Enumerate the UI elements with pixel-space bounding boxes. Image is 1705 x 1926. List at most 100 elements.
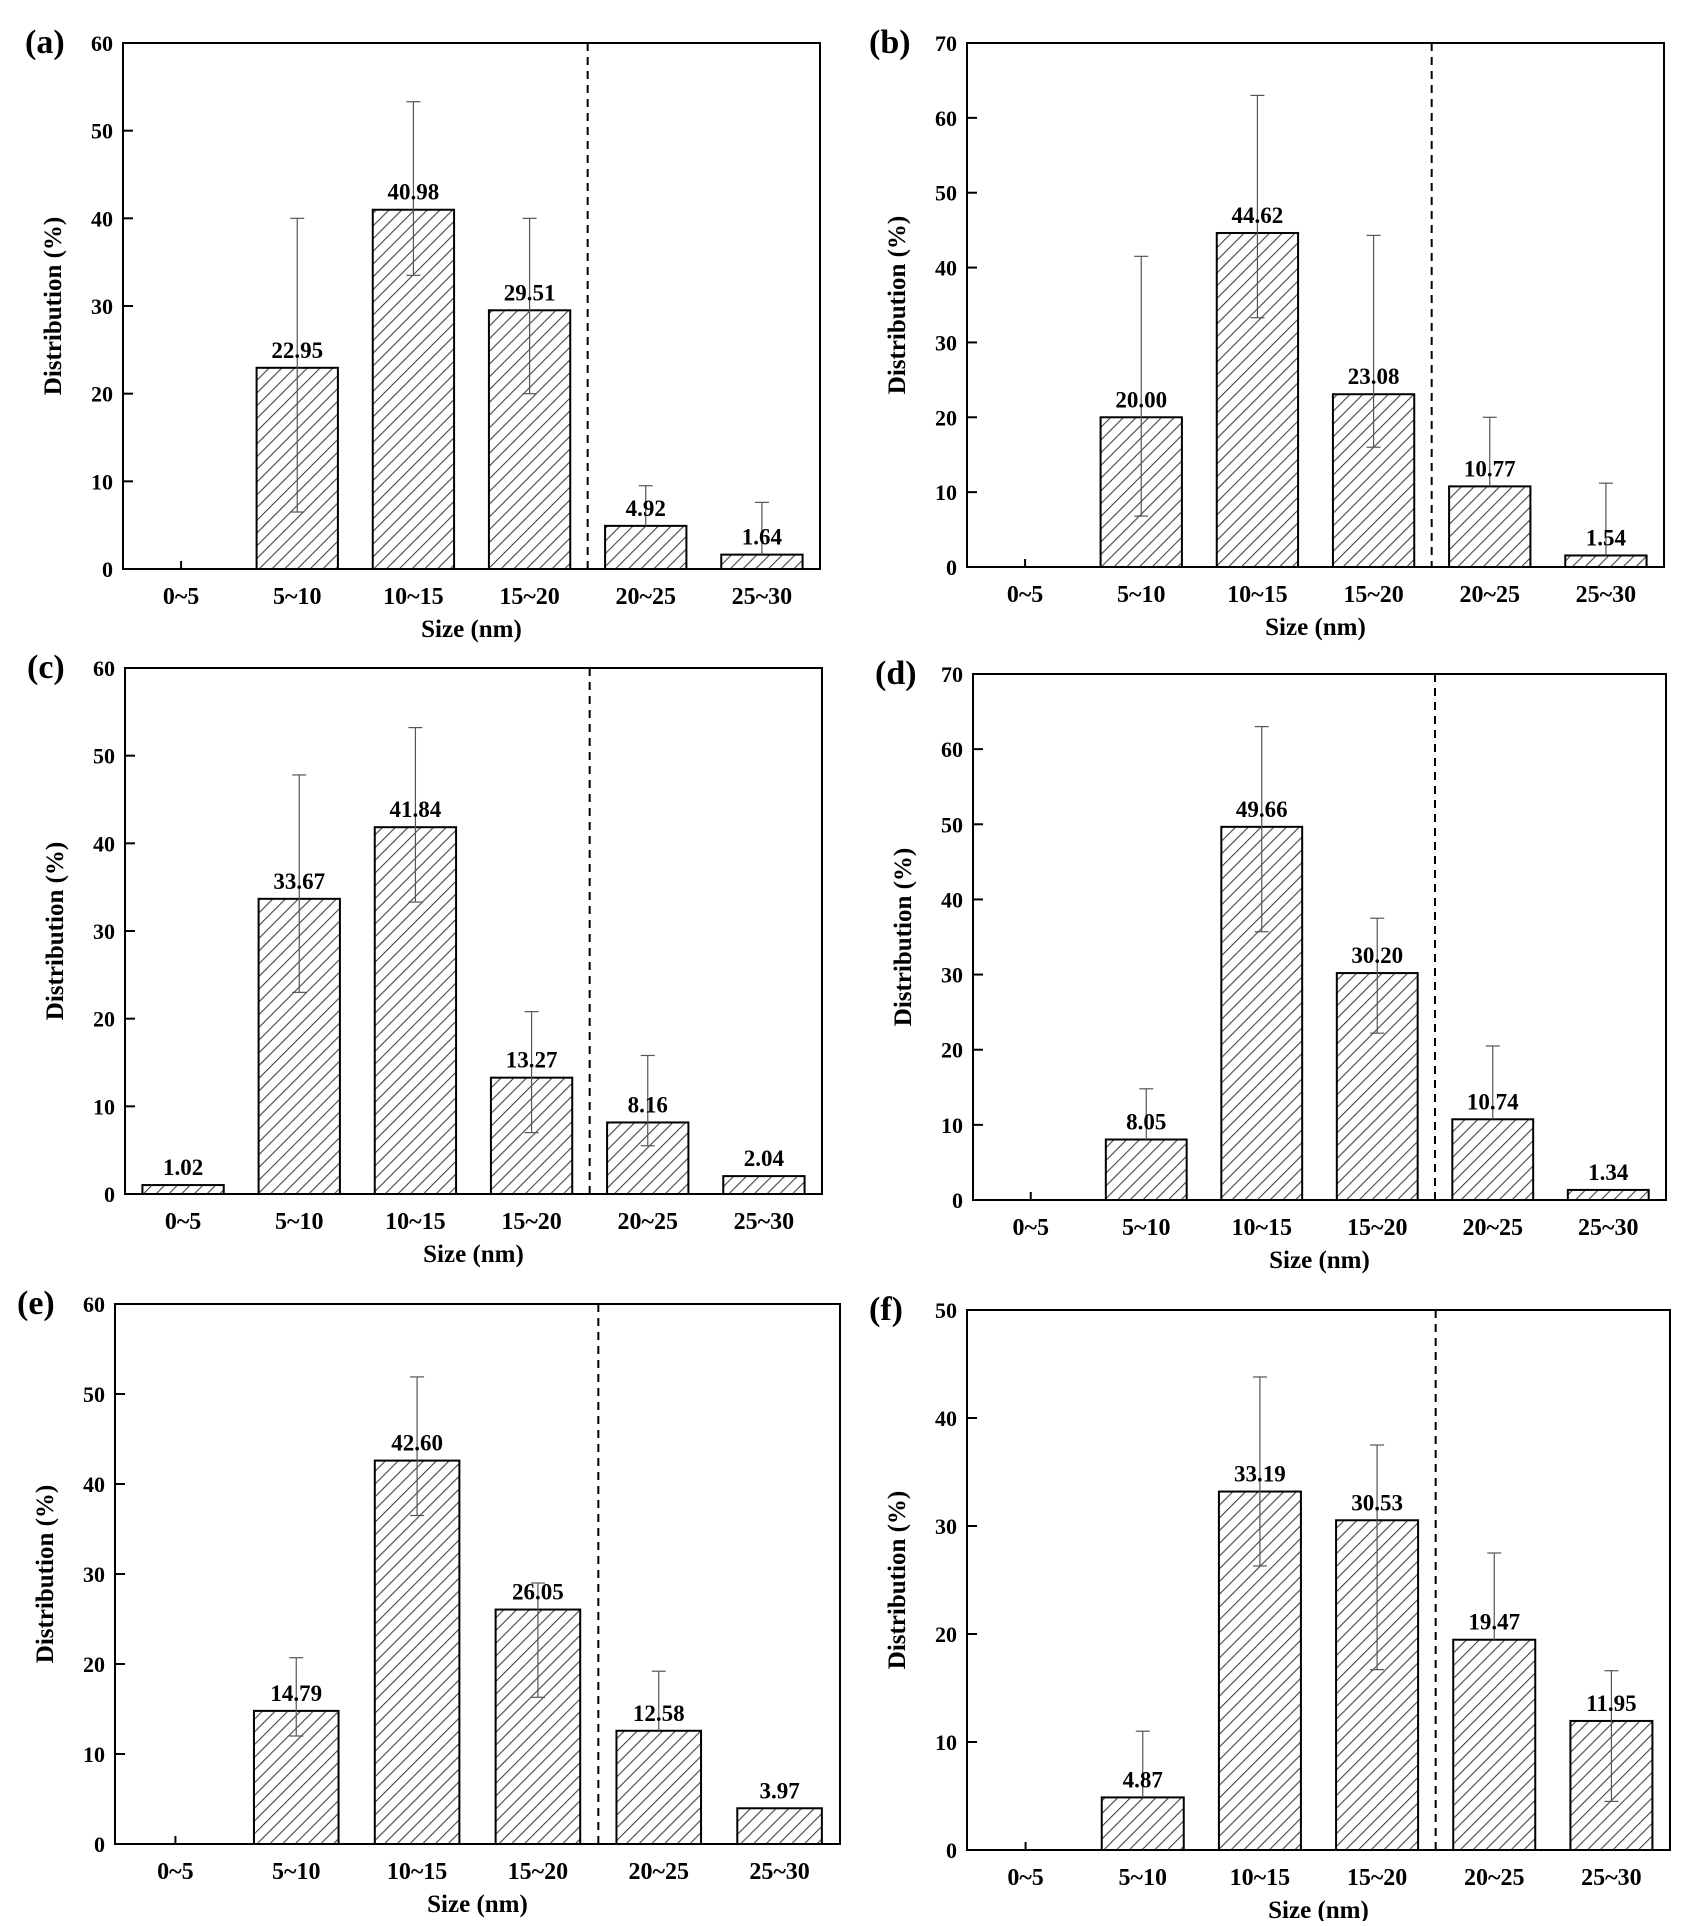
x-axis-title: Size (nm) [427, 1891, 528, 1918]
y-tick-label: 30 [91, 294, 113, 319]
y-axis-title: Distribution (%) [884, 216, 911, 394]
y-tick-label: 70 [935, 31, 957, 56]
bar-value-label: 20.00 [1115, 387, 1167, 412]
y-tick-label: 0 [94, 1832, 105, 1857]
bar [736, 1807, 823, 1846]
x-tick-label: 15~20 [508, 1859, 568, 1885]
x-tick-label: 15~20 [1347, 1865, 1407, 1891]
x-tick-label: 5~10 [1119, 1865, 1167, 1891]
y-tick-label: 30 [941, 963, 963, 988]
x-tick-label: 0~5 [165, 1209, 201, 1235]
y-tick-label: 0 [102, 557, 113, 582]
y-axis-title: Distribution (%) [884, 1491, 911, 1669]
bar-value-label: 29.51 [504, 280, 556, 305]
x-tick-label: 10~15 [383, 584, 443, 610]
plot-frame [124, 667, 823, 1195]
y-tick-label: 10 [935, 1730, 957, 1755]
x-tick-label: 25~30 [734, 1209, 794, 1235]
plot-frame [966, 42, 1665, 568]
y-tick-label: 30 [83, 1562, 105, 1587]
bar-value-label: 10.74 [1467, 1089, 1519, 1114]
y-tick-label: 40 [935, 256, 957, 281]
y-tick-label: 60 [935, 106, 957, 131]
bar [1448, 485, 1532, 568]
panel-label: (d) [875, 655, 917, 692]
panel-label: (e) [17, 1285, 55, 1322]
bar-value-label: 4.92 [626, 496, 666, 521]
y-tick-label: 60 [93, 656, 115, 681]
y-tick-label: 20 [93, 1007, 115, 1032]
y-tick-label: 20 [83, 1652, 105, 1677]
y-tick-label: 10 [91, 469, 113, 494]
x-axis-title: Size (nm) [1265, 614, 1366, 641]
plot-frame [966, 1309, 1671, 1851]
y-tick-label: 50 [935, 181, 957, 206]
bar-value-label: 3.97 [759, 1778, 799, 1803]
bar-value-label: 33.67 [273, 869, 325, 894]
x-tick-label: 0~5 [1007, 582, 1043, 608]
x-tick-label: 10~15 [387, 1859, 447, 1885]
x-tick-label: 15~20 [1347, 1215, 1407, 1241]
y-tick-label: 40 [83, 1472, 105, 1497]
bar-value-label: 1.54 [1586, 525, 1627, 550]
chart-panel: (b) 0 10 20 30 40 50 60 70 0~5 20.00 5~10 44.62 10~15… [869, 24, 1665, 641]
panel-label: (a) [25, 24, 65, 61]
y-tick-label: 20 [935, 405, 957, 430]
y-tick-label: 30 [935, 1514, 957, 1539]
bar [615, 1729, 703, 1846]
bar [720, 553, 804, 571]
x-tick-label: 10~15 [1227, 582, 1287, 608]
x-axis-title: Size (nm) [1269, 1247, 1370, 1274]
x-tick-label: 0~5 [1007, 1865, 1043, 1891]
plot-frame [114, 1303, 841, 1845]
x-tick-label: 20~25 [629, 1859, 689, 1885]
y-tick-label: 20 [941, 1038, 963, 1063]
panel-label: (b) [869, 24, 911, 61]
plot-frame [972, 673, 1667, 1201]
bar-value-label: 2.04 [744, 1146, 785, 1171]
y-tick-label: 0 [946, 1838, 957, 1863]
x-tick-label: 20~25 [1460, 582, 1520, 608]
x-tick-label: 5~10 [1117, 582, 1165, 608]
bar-value-label: 19.47 [1468, 1610, 1520, 1635]
y-tick-label: 60 [941, 737, 963, 762]
x-tick-label: 0~5 [157, 1859, 193, 1885]
y-tick-label: 0 [104, 1182, 115, 1207]
y-tick-label: 10 [935, 480, 957, 505]
y-tick-label: 30 [93, 919, 115, 944]
bar [1100, 1796, 1185, 1852]
bar-value-label: 41.84 [390, 797, 442, 822]
x-tick-label: 25~30 [749, 1859, 809, 1885]
bar-value-label: 23.08 [1348, 364, 1400, 389]
x-tick-label: 5~10 [275, 1209, 323, 1235]
bar-value-label: 1.64 [742, 525, 783, 550]
x-tick-label: 25~30 [1578, 1215, 1638, 1241]
chart-panel: (f) 0 10 20 30 40 50 0~5 4.87 5~10 33.19 10~15 30.53… [869, 1291, 1671, 1924]
x-tick-label: 10~15 [1232, 1215, 1292, 1241]
x-tick-label: 0~5 [1013, 1215, 1049, 1241]
bar-value-label: 12.58 [633, 1701, 685, 1726]
bar-value-label: 33.19 [1234, 1462, 1286, 1487]
y-tick-label: 50 [941, 812, 963, 837]
bar-value-label: 13.27 [506, 1048, 558, 1073]
bar-value-label: 30.53 [1351, 1490, 1403, 1515]
y-tick-label: 10 [941, 1113, 963, 1138]
bar-value-label: 49.66 [1236, 797, 1288, 822]
y-tick-label: 20 [91, 382, 113, 407]
bar-value-label: 8.16 [628, 1092, 668, 1117]
y-tick-label: 0 [946, 555, 957, 580]
y-axis-title: Distribution (%) [40, 217, 67, 395]
x-tick-label: 20~25 [1464, 1865, 1524, 1891]
x-tick-label: 5~10 [273, 584, 321, 610]
x-tick-label: 15~20 [1343, 582, 1403, 608]
x-tick-label: 15~20 [501, 1209, 561, 1235]
y-tick-label: 50 [91, 119, 113, 144]
y-tick-label: 40 [935, 1406, 957, 1431]
y-tick-label: 70 [941, 662, 963, 687]
bar-value-label: 10.77 [1464, 456, 1516, 481]
y-tick-label: 40 [91, 206, 113, 231]
y-tick-label: 10 [83, 1742, 105, 1767]
chart-panel: (a) 0 10 20 30 40 50 60 0~5 22.95 5~10 40.98 10~15 29… [25, 24, 821, 643]
